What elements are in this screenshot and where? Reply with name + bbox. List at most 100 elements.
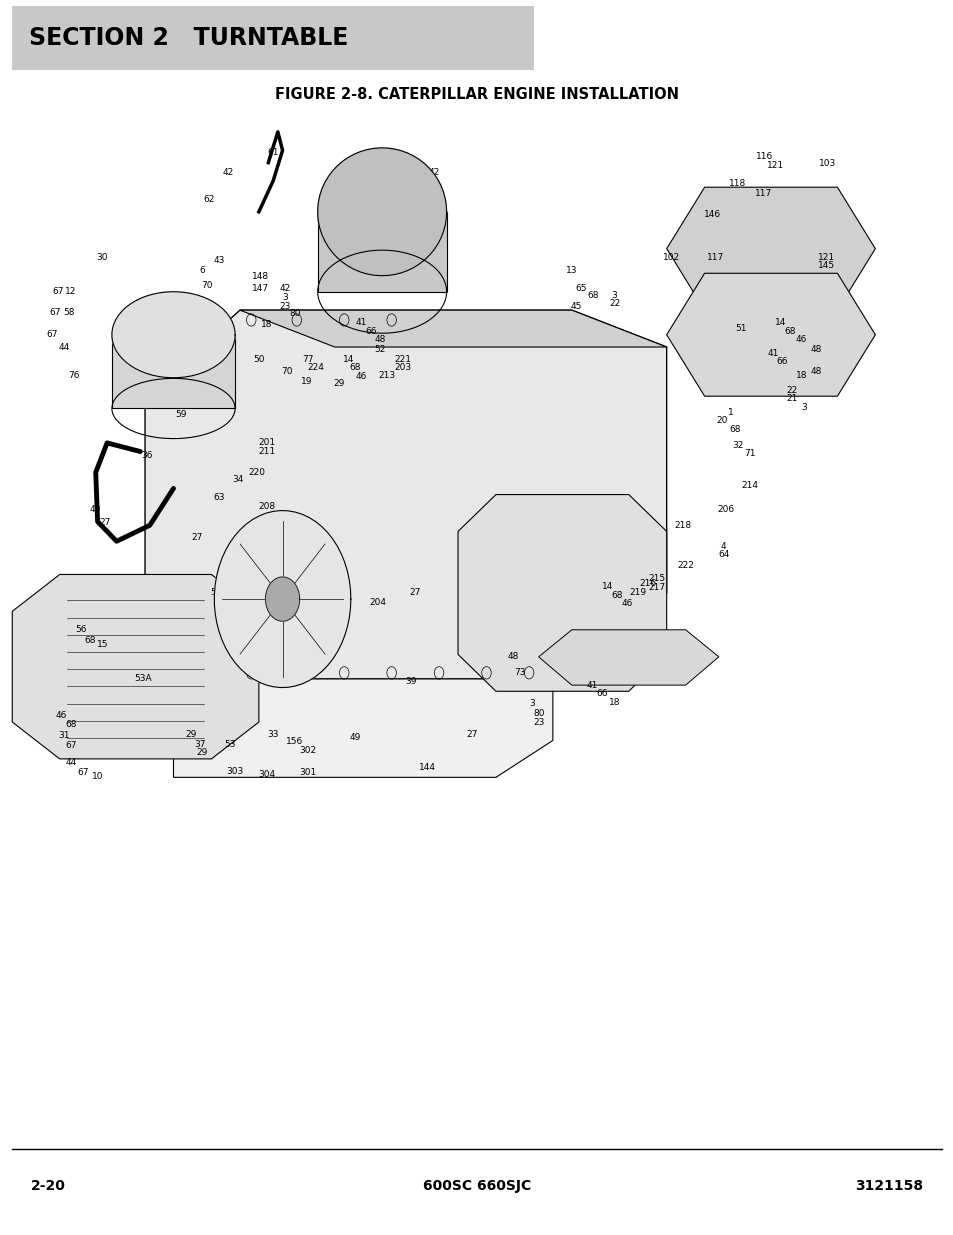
Text: 215: 215 — [648, 574, 665, 583]
Polygon shape — [12, 574, 258, 758]
Text: 63: 63 — [213, 493, 225, 501]
Text: 3: 3 — [611, 291, 617, 300]
Text: 301: 301 — [299, 768, 316, 777]
Text: 41: 41 — [355, 317, 367, 327]
Text: 1: 1 — [727, 408, 733, 416]
Text: 73: 73 — [514, 668, 525, 677]
Text: 53A: 53A — [134, 674, 152, 683]
Text: 66: 66 — [365, 326, 376, 336]
Text: 52: 52 — [375, 345, 386, 354]
Text: 3121158: 3121158 — [854, 1178, 922, 1193]
Polygon shape — [112, 291, 234, 378]
Text: 116: 116 — [755, 152, 772, 161]
Text: 27: 27 — [409, 588, 420, 598]
Polygon shape — [239, 310, 666, 347]
Text: 68: 68 — [65, 720, 77, 729]
Bar — [112, 335, 234, 409]
Text: 304: 304 — [257, 771, 274, 779]
Text: 46: 46 — [795, 335, 806, 345]
Text: 42: 42 — [223, 168, 233, 177]
Text: 41: 41 — [766, 348, 778, 358]
Text: 117: 117 — [754, 189, 771, 198]
Text: 204: 204 — [369, 598, 386, 608]
Text: 68: 68 — [611, 590, 622, 600]
Text: 216: 216 — [639, 578, 656, 588]
Polygon shape — [666, 188, 875, 310]
Text: 22: 22 — [608, 300, 619, 309]
Text: 80: 80 — [289, 309, 300, 319]
Text: 145: 145 — [817, 262, 834, 270]
Text: 211: 211 — [257, 447, 274, 456]
Text: 68: 68 — [586, 291, 598, 300]
Text: 222: 222 — [677, 562, 694, 571]
Text: 53: 53 — [224, 740, 236, 748]
Polygon shape — [457, 494, 666, 692]
Text: 39: 39 — [404, 677, 416, 685]
Text: 42: 42 — [428, 168, 439, 177]
Text: 6: 6 — [199, 267, 205, 275]
Text: 28: 28 — [151, 348, 162, 358]
Text: 146: 146 — [703, 210, 720, 219]
Text: 46: 46 — [355, 372, 367, 382]
Text: 38: 38 — [156, 358, 168, 368]
Text: 46: 46 — [620, 599, 632, 609]
Text: 3: 3 — [529, 699, 535, 708]
Text: 18: 18 — [260, 320, 272, 330]
Polygon shape — [145, 310, 666, 679]
Text: 12: 12 — [66, 288, 76, 296]
Text: 148: 148 — [252, 273, 269, 282]
Text: 118: 118 — [728, 179, 745, 188]
Text: 10: 10 — [91, 772, 103, 781]
Text: 27: 27 — [99, 519, 111, 527]
Text: 48: 48 — [810, 367, 821, 377]
Bar — [317, 211, 446, 291]
Text: 68: 68 — [84, 636, 95, 646]
Text: 46: 46 — [56, 711, 68, 720]
Text: 201: 201 — [257, 438, 274, 447]
Text: 29: 29 — [185, 730, 196, 739]
Text: 70: 70 — [281, 367, 293, 377]
Text: 42: 42 — [279, 284, 291, 293]
Text: 48: 48 — [810, 345, 821, 354]
Text: 68: 68 — [728, 425, 740, 433]
Text: 30: 30 — [96, 253, 108, 262]
Text: 206: 206 — [716, 505, 733, 514]
Text: 22: 22 — [785, 385, 797, 394]
Text: 27: 27 — [192, 534, 203, 542]
Text: 20: 20 — [716, 416, 726, 425]
FancyBboxPatch shape — [12, 6, 534, 70]
Text: 33: 33 — [267, 730, 278, 739]
Text: 48: 48 — [507, 652, 518, 661]
Text: 51: 51 — [734, 324, 745, 333]
Text: 76: 76 — [68, 370, 80, 380]
Text: 67: 67 — [50, 308, 61, 317]
Text: 203: 203 — [394, 363, 411, 373]
Text: 18: 18 — [608, 698, 619, 706]
Text: 213: 213 — [378, 370, 395, 380]
Text: 59: 59 — [175, 410, 187, 419]
Text: 44: 44 — [59, 342, 70, 352]
Polygon shape — [214, 510, 351, 688]
Text: 44: 44 — [66, 758, 76, 767]
Text: 32: 32 — [731, 441, 742, 450]
Text: 23: 23 — [533, 718, 544, 726]
Text: 34: 34 — [233, 475, 243, 484]
Text: 3: 3 — [282, 294, 288, 303]
Polygon shape — [538, 630, 719, 685]
Text: 214: 214 — [740, 482, 758, 490]
Text: 67: 67 — [47, 330, 58, 340]
Text: 14: 14 — [774, 317, 785, 327]
Text: 600SC 660SJC: 600SC 660SJC — [422, 1178, 531, 1193]
Text: 4: 4 — [720, 542, 725, 551]
Text: 156: 156 — [286, 737, 303, 746]
Text: 3: 3 — [801, 403, 806, 411]
Text: 35: 35 — [254, 517, 266, 526]
Text: 66: 66 — [776, 357, 787, 367]
Text: 80: 80 — [533, 709, 544, 718]
Text: 41: 41 — [586, 680, 598, 689]
Text: 121: 121 — [817, 253, 834, 262]
Text: 224: 224 — [307, 363, 324, 373]
Text: 21: 21 — [785, 394, 797, 403]
Text: 18: 18 — [795, 370, 806, 380]
Text: 303: 303 — [226, 767, 244, 776]
